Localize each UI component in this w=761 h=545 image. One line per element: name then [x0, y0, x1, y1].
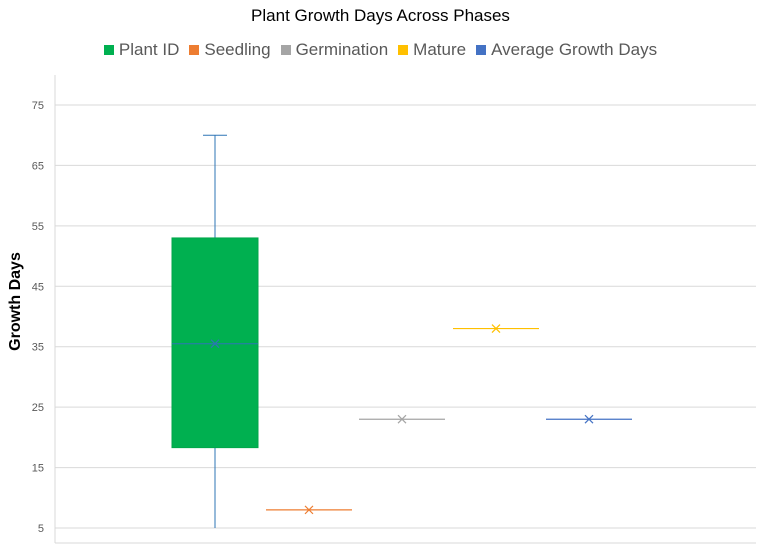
mean-marker	[304, 505, 314, 515]
legend-label: Mature	[413, 40, 467, 59]
mean-marker	[397, 414, 407, 424]
mean-marker	[584, 414, 594, 424]
y-axis-label: Growth Days	[7, 252, 24, 351]
legend-swatch	[280, 45, 291, 55]
y-tick-label: 15	[32, 463, 44, 475]
chart-title: Plant Growth Days Across Phases	[251, 6, 510, 25]
y-tick-label: 55	[32, 221, 44, 233]
legend-item: Germination	[280, 40, 389, 60]
y-tick-label: 65	[32, 160, 44, 172]
legend-item: Mature	[398, 40, 466, 60]
legend-swatch	[189, 45, 200, 55]
y-tick-label: 45	[32, 281, 44, 293]
legend-label: Germination	[295, 40, 389, 59]
y-tick-label: 5	[38, 523, 44, 535]
legend-swatch	[476, 45, 487, 55]
legend-item: Plant ID	[103, 40, 180, 60]
y-tick-label: 35	[32, 342, 44, 354]
mean-marker	[210, 339, 220, 349]
legend-swatch	[398, 45, 409, 55]
legend-swatch	[103, 45, 114, 55]
chart-legend: Plant ID Seedling Germination Mature Average…	[0, 40, 761, 60]
y-tick-label: 75	[32, 100, 44, 112]
legend-label: Plant ID	[118, 40, 180, 59]
box	[171, 237, 259, 449]
legend-item: Seedling	[189, 40, 271, 60]
mean-marker	[491, 324, 501, 334]
legend-label: Average Growth Days	[491, 40, 658, 59]
legend-label: Seedling	[204, 40, 271, 59]
y-tick-label: 25	[32, 402, 44, 414]
legend-item: Average Growth Days	[476, 40, 657, 60]
